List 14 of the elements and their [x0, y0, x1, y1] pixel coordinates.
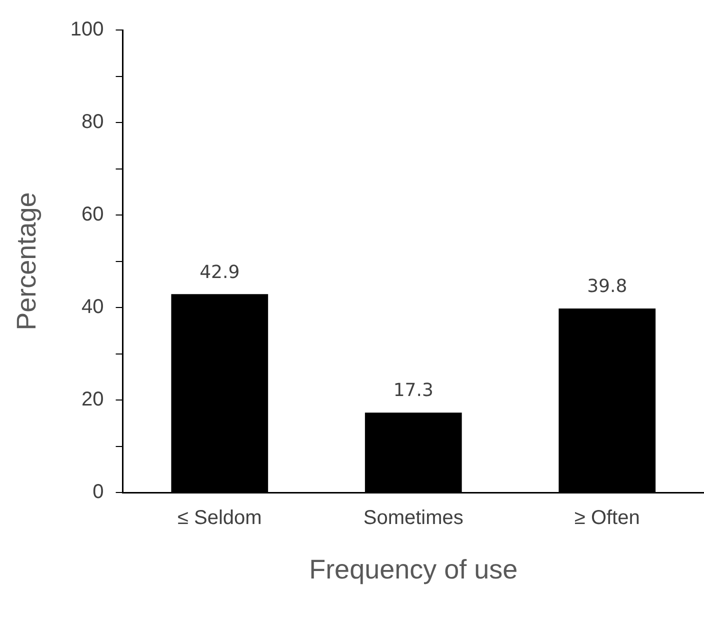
y-tick-label: 80 [82, 111, 104, 134]
y-tick-label: 0 [92, 481, 104, 504]
y-axis-title: Percentage [12, 192, 42, 330]
data-label: 39.8 [587, 276, 628, 298]
x-tick-label: Sometimes [363, 507, 464, 530]
x-axis-title: Frequency of use [309, 554, 518, 584]
y-tick-label: 40 [82, 296, 104, 318]
y-tick-label: 20 [82, 388, 104, 411]
x-tick-label: ≤ Seldom [177, 507, 262, 530]
data-label: 17.3 [393, 380, 434, 402]
y-tick-label: 60 [82, 204, 104, 226]
data-label: 42.9 [200, 262, 240, 283]
y-tick-label: 100 [70, 18, 104, 41]
x-tick-label: ≥ Often [574, 507, 640, 530]
